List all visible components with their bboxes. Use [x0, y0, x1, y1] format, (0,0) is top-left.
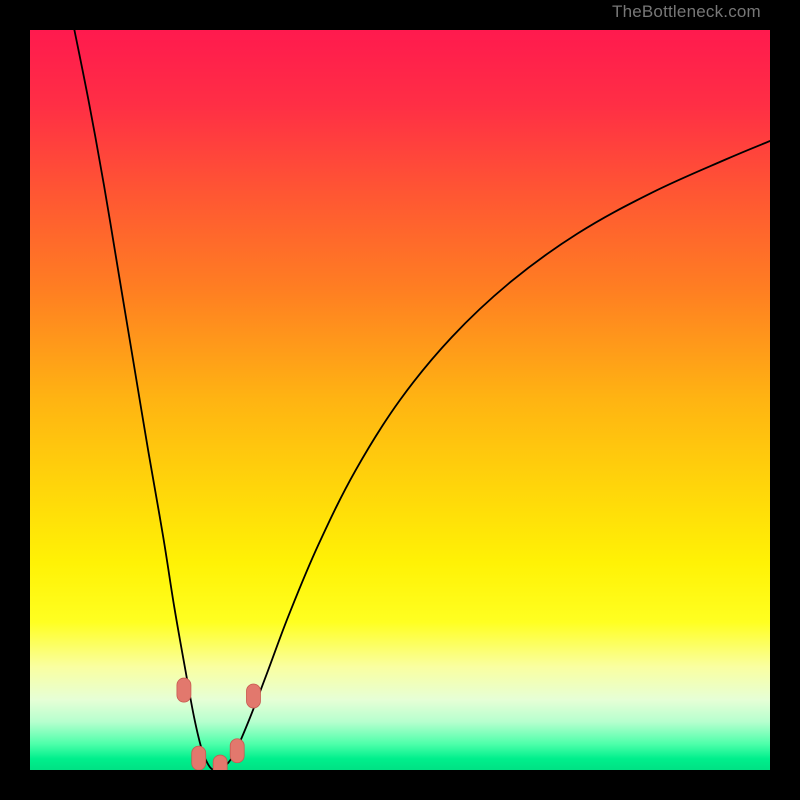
marker-point: [192, 746, 206, 770]
plot-area: [30, 30, 770, 770]
marker-point: [177, 678, 191, 702]
chart-frame: TheBottleneck.com: [0, 0, 800, 800]
chart-svg: [30, 30, 770, 770]
marker-point: [213, 755, 227, 770]
marker-point: [246, 684, 260, 708]
marker-point: [230, 739, 244, 763]
watermark-text: TheBottleneck.com: [612, 2, 761, 22]
